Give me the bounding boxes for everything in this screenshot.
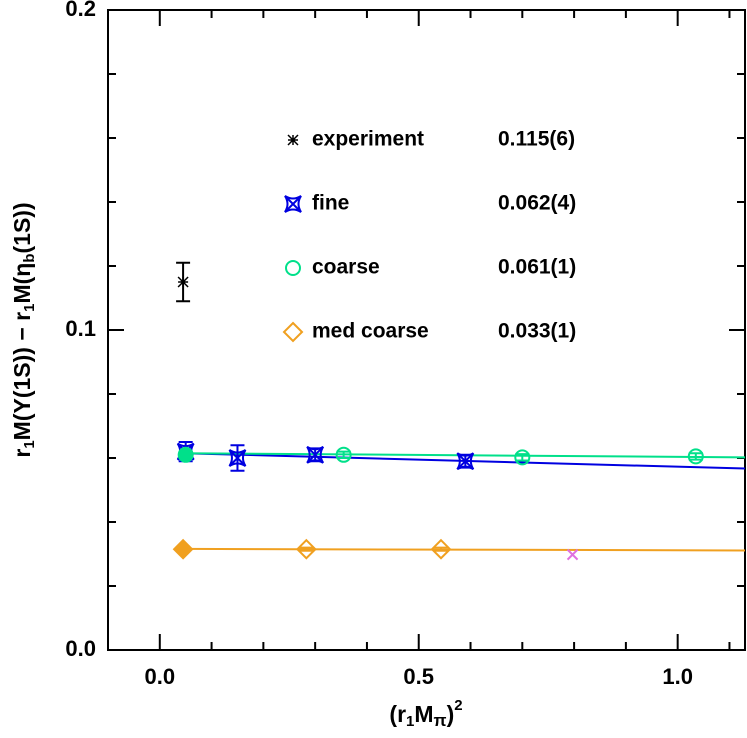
marker — [177, 446, 194, 463]
data-point — [456, 452, 475, 471]
legend-value: 0.061(1) — [498, 256, 576, 279]
error-bar-line — [515, 453, 530, 462]
y-tick-label: 0.2 — [65, 0, 96, 21]
legend-marker — [284, 195, 302, 213]
error-bar-line — [688, 452, 703, 461]
marker — [172, 538, 194, 560]
legend-value: 0.033(1) — [498, 320, 576, 343]
error-bar — [434, 546, 449, 552]
y-axis-label: r1M(Υ(1S)) − r1M(ηb(1S)) — [9, 202, 38, 457]
legend-marker — [285, 260, 301, 276]
y-tick-label: 0.0 — [65, 636, 96, 661]
error-bar — [336, 450, 351, 459]
marker — [228, 449, 247, 467]
data-point — [335, 446, 352, 463]
error-bar — [515, 453, 530, 462]
legend-label: experiment — [312, 128, 424, 151]
data-point — [430, 538, 452, 560]
y-tick-label: 0.1 — [65, 316, 96, 341]
error-bar — [299, 546, 314, 552]
legend-value: 0.115(6) — [498, 128, 575, 151]
data-point — [177, 446, 194, 463]
x-tick-label: 1.0 — [662, 664, 693, 689]
error-bar-line — [299, 546, 314, 552]
legend-marker — [287, 134, 299, 146]
x-axis-label: (r1Mπ)2 — [389, 697, 462, 731]
marker — [514, 449, 531, 466]
error-bar-line — [434, 546, 449, 552]
marker — [285, 260, 301, 276]
error-bar-line — [336, 450, 351, 459]
fit-line — [183, 547, 746, 552]
data-point — [306, 445, 325, 464]
marker — [306, 446, 324, 464]
marker — [295, 538, 317, 560]
data-point — [177, 276, 189, 288]
marker — [430, 538, 452, 560]
data-point — [687, 448, 704, 465]
x-tick-label: 0.5 — [403, 664, 434, 689]
marker — [687, 448, 704, 465]
legend-marker — [282, 321, 304, 343]
marker — [566, 548, 579, 561]
marker — [335, 446, 352, 463]
x-tick-label: 0.0 — [144, 664, 175, 689]
data-point — [228, 449, 247, 467]
legend-value: 0.062(4) — [498, 192, 576, 215]
marker — [282, 321, 304, 343]
data-point — [172, 538, 194, 560]
legend-label: coarse — [312, 256, 380, 279]
data-point — [295, 538, 317, 560]
marker — [287, 134, 299, 146]
error-bar — [688, 452, 703, 461]
data-point — [514, 449, 531, 466]
marker — [228, 449, 247, 467]
data-point — [566, 548, 579, 561]
marker — [284, 195, 302, 213]
marker — [177, 276, 189, 288]
marker — [456, 452, 475, 470]
legend-label: fine — [312, 192, 349, 215]
legend-label: med coarse — [312, 320, 429, 343]
